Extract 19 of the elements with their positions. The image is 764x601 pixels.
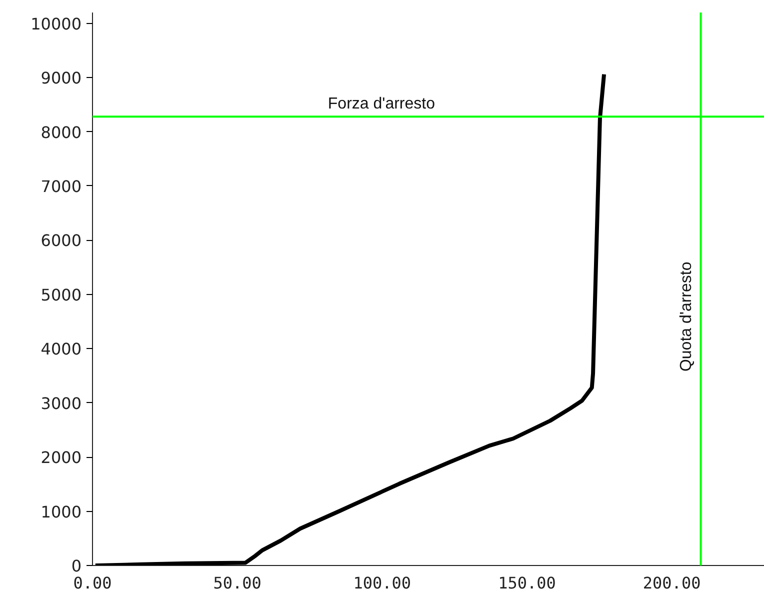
x-tick-label: 150.00 xyxy=(498,574,556,592)
y-tick-label: 3000 xyxy=(40,394,82,413)
line-series xyxy=(93,72,606,566)
y-tick-label: 10000 xyxy=(30,14,82,34)
x-tick-label: 200.00 xyxy=(642,574,701,592)
x-tick-label: 50.00 xyxy=(213,574,262,592)
ref-line-label: Forza d'arresto xyxy=(328,96,436,113)
x-tick-label: 0.00 xyxy=(73,574,112,592)
y-tick-label: 1000 xyxy=(40,502,82,522)
y-tick-label: 7000 xyxy=(40,176,82,196)
ref-line-label: Quota d'arresto xyxy=(678,262,695,372)
y-tick-label: 4000 xyxy=(40,340,82,359)
y-tick-label: 2000 xyxy=(40,448,82,468)
y-tick-label: 5000 xyxy=(40,285,82,304)
x-tick-label: 100.00 xyxy=(353,574,412,592)
y-tick-label: 0 xyxy=(71,556,82,576)
y-tick-label: 8000 xyxy=(40,122,82,142)
y-tick-label: 6000 xyxy=(40,231,82,250)
y-tick-label: 9000 xyxy=(40,68,82,88)
